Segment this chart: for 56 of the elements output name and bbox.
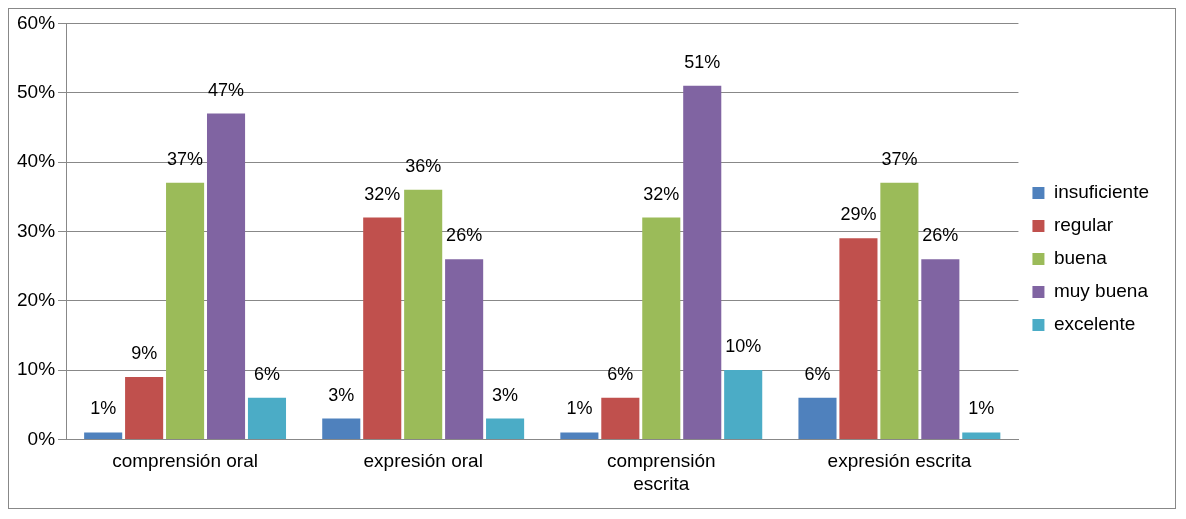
y-tick-label: 40% [17,150,56,172]
bar [363,217,402,439]
bar [642,217,681,439]
bar [404,189,443,439]
legend-label: muy buena [1053,280,1149,302]
data-label: 26% [446,225,483,246]
bar [601,397,640,439]
data-label: 3% [492,384,519,405]
bar [798,397,837,439]
bar [839,238,878,439]
legend-label: buena [1053,247,1108,269]
legend-label: regular [1053,214,1114,236]
data-label: 1% [90,398,117,419]
data-label: 32% [643,183,680,204]
data-label: 6% [804,363,831,384]
data-label: 36% [405,155,442,176]
legend-label: excelente [1053,313,1136,335]
bar [445,259,484,439]
x-tick-label: comprensión escrita [606,450,716,494]
data-label: 26% [922,225,959,246]
data-label: 3% [328,384,355,405]
y-tick-label: 30% [17,219,56,241]
bar [486,418,525,439]
bar [560,432,599,439]
data-label: 9% [131,342,158,363]
y-tick-label: 0% [27,427,56,449]
data-label: 47% [208,79,245,100]
data-label: 1% [968,398,995,419]
bar [247,397,287,439]
data-label: 29% [840,204,877,225]
data-label: 10% [725,336,762,357]
bar [962,432,1001,439]
bar [84,432,123,439]
bar [880,182,919,439]
data-label: 51% [684,51,721,72]
data-label: 6% [253,363,280,384]
legend-label: insuficiente [1053,181,1150,203]
y-tick-label: 50% [17,80,56,102]
data-label: 37% [167,148,204,169]
bar [921,259,960,439]
bar [724,370,763,439]
data-label: 6% [607,363,634,384]
y-tick-label: 60% [17,11,56,33]
y-tick-label: 20% [17,288,56,310]
x-tick-label: comprensión oral [112,450,258,472]
data-label: 37% [881,148,918,169]
data-label: 32% [364,183,401,204]
bar [683,85,722,439]
bar [206,113,246,439]
bar [125,377,164,439]
x-tick-label: expresión oral [363,450,483,472]
bar [166,182,205,439]
x-tick-label: expresión escrita [827,450,972,472]
bar [322,418,361,439]
y-tick-label: 10% [17,358,56,380]
data-label: 1% [566,398,593,419]
